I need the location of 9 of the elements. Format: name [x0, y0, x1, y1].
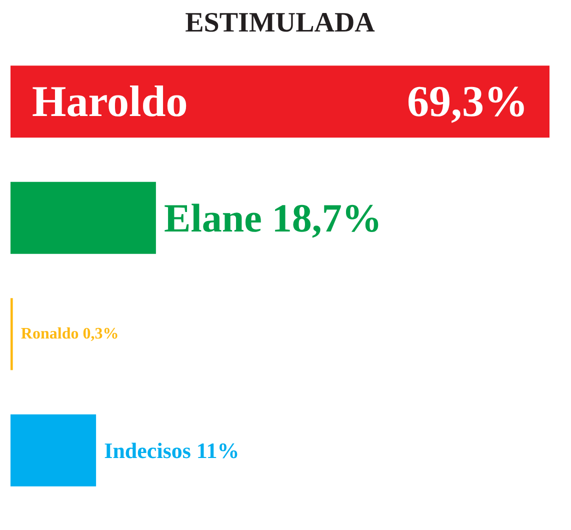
bar: [10, 414, 96, 486]
y-tick-label: Haroldo: [32, 77, 188, 126]
category-label: Elane 18,7%: [164, 195, 382, 240]
category-label: Ronaldo 0,3%: [20, 326, 119, 343]
bar: [10, 66, 550, 138]
chart-title: ESTIMULADA: [185, 8, 376, 38]
category-label: Indecisos 11%: [104, 438, 240, 463]
data-label: 69,3%: [406, 77, 528, 126]
bar: [10, 182, 156, 254]
